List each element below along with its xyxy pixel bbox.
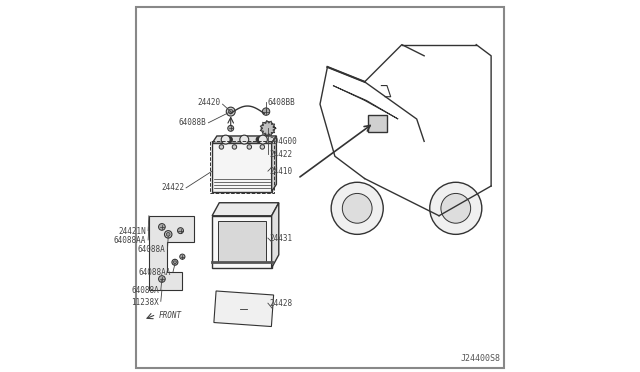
- Circle shape: [256, 137, 262, 142]
- Circle shape: [261, 122, 275, 135]
- Circle shape: [441, 193, 470, 223]
- Circle shape: [227, 107, 235, 116]
- Text: 24428: 24428: [270, 299, 293, 308]
- Circle shape: [228, 125, 234, 131]
- Circle shape: [172, 259, 178, 265]
- Polygon shape: [333, 86, 398, 119]
- Text: 24420: 24420: [198, 98, 221, 107]
- Text: 24431: 24431: [270, 234, 293, 243]
- Text: 64088AA: 64088AA: [139, 268, 172, 277]
- FancyBboxPatch shape: [218, 221, 266, 262]
- Text: FRONT: FRONT: [158, 311, 181, 320]
- Text: 24410: 24410: [270, 167, 293, 176]
- FancyBboxPatch shape: [212, 143, 271, 192]
- Circle shape: [177, 228, 184, 234]
- Circle shape: [260, 145, 264, 149]
- Circle shape: [159, 224, 165, 230]
- Polygon shape: [271, 136, 276, 192]
- Polygon shape: [260, 120, 276, 137]
- FancyBboxPatch shape: [212, 216, 271, 268]
- Circle shape: [180, 254, 185, 259]
- Text: 6408BB: 6408BB: [268, 98, 296, 107]
- Polygon shape: [214, 291, 274, 327]
- Circle shape: [240, 135, 249, 144]
- Circle shape: [166, 232, 170, 236]
- Circle shape: [264, 125, 271, 132]
- Text: 294G00: 294G00: [270, 137, 298, 146]
- Circle shape: [164, 231, 172, 238]
- Text: 24422: 24422: [270, 150, 293, 159]
- Polygon shape: [149, 216, 193, 290]
- Circle shape: [429, 182, 482, 234]
- Text: 64088A: 64088A: [138, 246, 166, 254]
- Bar: [369, 115, 387, 132]
- Circle shape: [228, 109, 233, 114]
- Polygon shape: [212, 203, 279, 216]
- Circle shape: [159, 276, 165, 282]
- Circle shape: [173, 261, 177, 264]
- Polygon shape: [212, 136, 276, 143]
- Polygon shape: [271, 203, 279, 268]
- Text: 64088A: 64088A: [131, 286, 159, 295]
- Text: 11238X: 11238X: [131, 298, 159, 307]
- Text: 64088B: 64088B: [179, 118, 207, 127]
- Circle shape: [221, 135, 230, 144]
- Circle shape: [342, 193, 372, 223]
- Circle shape: [232, 145, 237, 149]
- Circle shape: [247, 145, 252, 149]
- Circle shape: [219, 145, 223, 149]
- Text: 24421N: 24421N: [118, 227, 147, 236]
- Text: 24422: 24422: [161, 183, 184, 192]
- Circle shape: [331, 182, 383, 234]
- Circle shape: [227, 137, 232, 142]
- Circle shape: [259, 135, 268, 144]
- Text: J24400S8: J24400S8: [460, 354, 500, 363]
- Circle shape: [262, 108, 270, 115]
- Text: 64088AA: 64088AA: [114, 236, 147, 245]
